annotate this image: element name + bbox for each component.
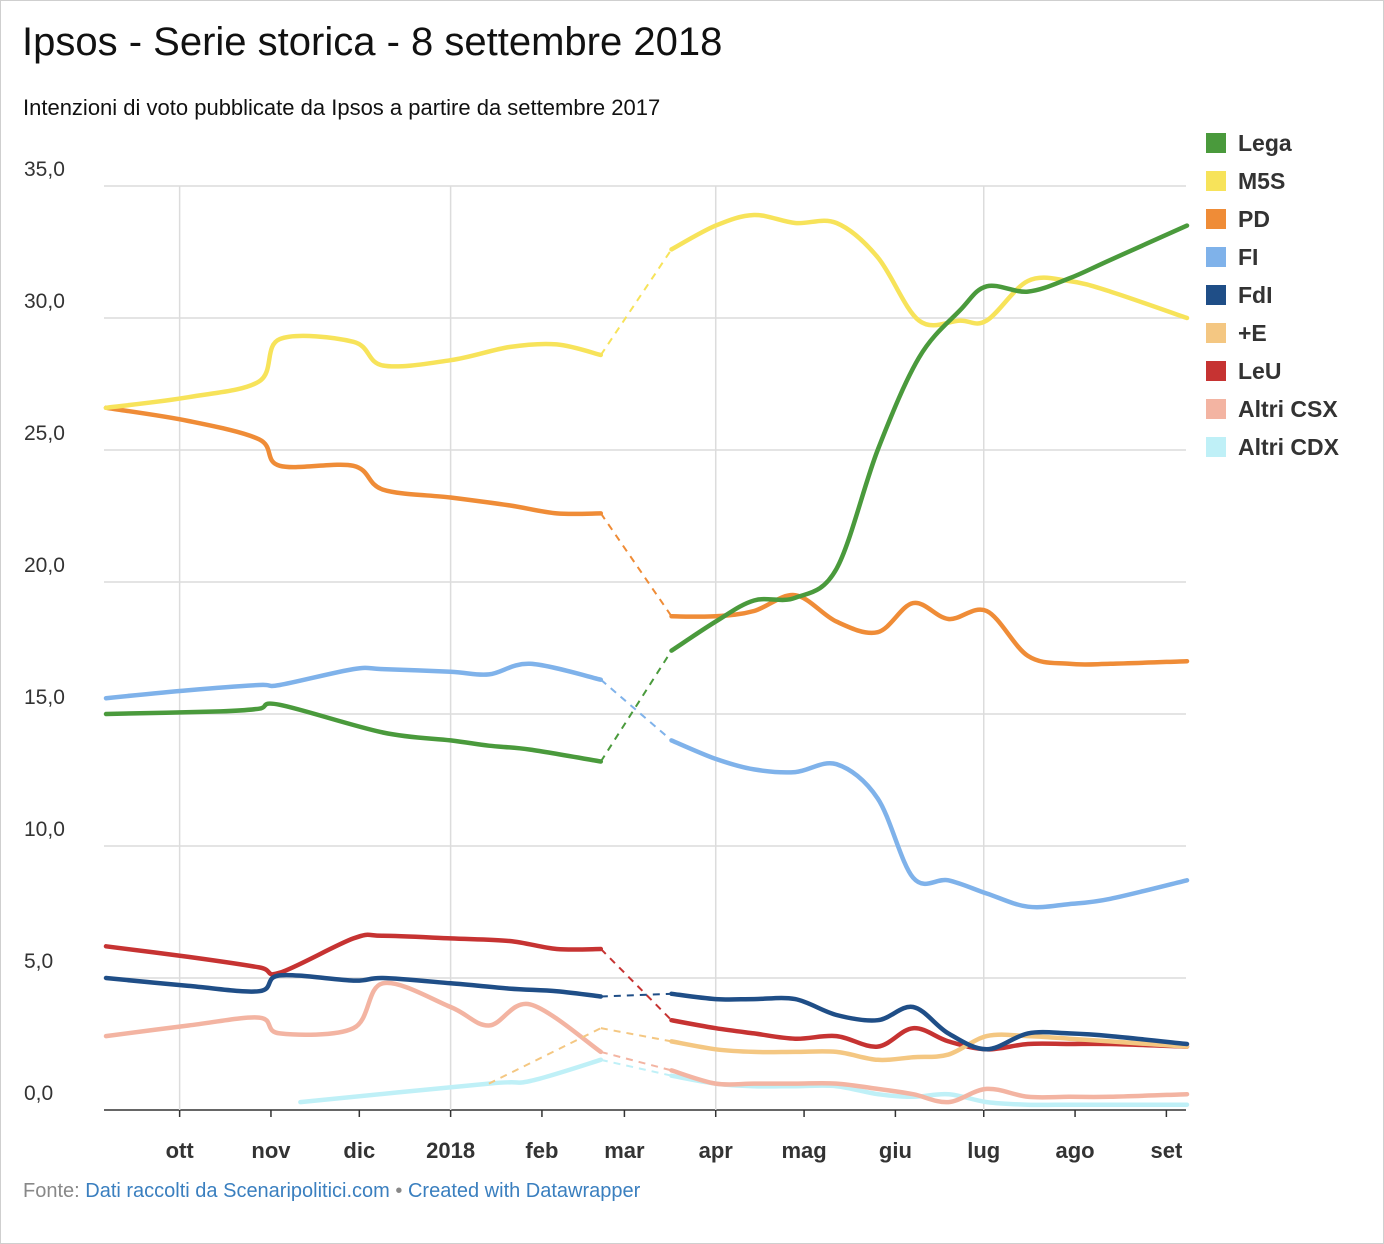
series-line	[103, 701, 604, 764]
legend-swatch	[1206, 247, 1226, 267]
series-leu	[103, 932, 1190, 1052]
legend-label: Altri CSX	[1238, 395, 1338, 422]
series-line	[669, 1032, 1190, 1063]
legend-item: FdI	[1206, 276, 1339, 314]
x-tick-label: giu	[879, 1138, 912, 1163]
source-label: Fonte:	[23, 1180, 80, 1202]
legend-item: PD	[1206, 200, 1339, 238]
gap-connector	[600, 992, 672, 998]
series-line	[103, 972, 604, 999]
legend-item: Altri CDX	[1206, 428, 1339, 466]
x-tick-label: mag	[781, 1138, 826, 1163]
legend-label: Lega	[1238, 129, 1292, 156]
x-tick-label: dic	[343, 1138, 375, 1163]
series-line	[669, 212, 1190, 328]
x-tick-label: set	[1150, 1138, 1182, 1163]
legend-label: FdI	[1238, 281, 1273, 308]
series-line	[103, 333, 604, 411]
series-line	[103, 405, 604, 517]
series-line	[669, 592, 1190, 667]
legend-swatch	[1206, 209, 1226, 229]
legend-item: Altri CSX	[1206, 390, 1339, 428]
chart-title: Ipsos - Serie storica - 8 settembre 2018	[22, 20, 723, 64]
series-altri-csx	[103, 980, 1190, 1105]
legend-item: M5S	[1206, 162, 1339, 200]
y-tick-label: 20,0	[24, 554, 65, 577]
legend-swatch	[1206, 133, 1226, 153]
y-tick-label: 35,0	[24, 158, 65, 181]
series-pd	[103, 405, 1190, 667]
legend-item: LeU	[1206, 352, 1339, 390]
series-line	[669, 738, 1190, 910]
y-tick-label: 5,0	[24, 950, 53, 973]
series-lega	[103, 223, 1190, 764]
y-tick-label: 30,0	[24, 290, 65, 313]
created-with-link[interactable]: Created with Datawrapper	[407, 1180, 641, 1202]
chart-subtitle: Intenzioni di voto pubblicate da Ipsos a…	[23, 95, 661, 120]
series-line	[103, 980, 604, 1055]
legend-swatch	[1206, 437, 1226, 457]
legend: Lega M5S PD FI FdI +E LeU Altri CSX Altri CDX	[1206, 124, 1339, 466]
x-tick-label: 2018	[426, 1138, 475, 1163]
legend-label: LeU	[1238, 357, 1282, 384]
gap-connector	[600, 512, 673, 617]
gap-connector	[600, 1027, 672, 1043]
y-tick-label: 25,0	[24, 422, 65, 445]
legend-label: PD	[1238, 205, 1270, 232]
gap-connector	[600, 248, 673, 356]
series-fdi	[103, 972, 1190, 1052]
series-line	[298, 1057, 604, 1105]
legend-swatch	[1206, 361, 1226, 381]
gap-connector	[600, 650, 673, 763]
legend-swatch	[1206, 171, 1226, 191]
series--e	[488, 1027, 1190, 1085]
legend-swatch	[1206, 285, 1226, 305]
series-line	[669, 1073, 1190, 1108]
series-line	[103, 932, 604, 977]
legend-label: +E	[1238, 319, 1267, 346]
series-line	[103, 661, 604, 701]
legend-swatch	[1206, 399, 1226, 419]
x-tick-label: ott	[166, 1138, 195, 1163]
x-tick-label: nov	[251, 1138, 291, 1163]
x-tick-label: mar	[604, 1138, 645, 1163]
x-tick-label: lug	[967, 1138, 1000, 1163]
footer-separator: •	[395, 1180, 403, 1202]
gap-connector	[600, 948, 673, 1021]
source-link[interactable]: Dati raccolti da Scenaripolitici.com	[85, 1180, 390, 1202]
y-tick-label: 15,0	[24, 686, 65, 709]
legend-label: Altri CDX	[1238, 433, 1339, 460]
x-tick-label: ago	[1056, 1138, 1095, 1163]
legend-label: FI	[1238, 243, 1259, 270]
footer: Fonte: Dati raccolti da Scenaripolitici.…	[23, 1180, 640, 1203]
gap-connector	[600, 678, 673, 742]
gap-connector	[600, 1050, 672, 1072]
gap-connector	[600, 1058, 672, 1077]
series-line	[669, 991, 1190, 1052]
legend-label: M5S	[1238, 167, 1286, 194]
axis-ticks: 0,0 5,0 10,0 15,0 20,0 25,0 30,0 35,0 ott nov dic 2…	[24, 158, 1183, 1163]
gridlines	[104, 185, 1186, 1111]
legend-item: FI	[1206, 238, 1339, 276]
x-tick-label: apr	[699, 1138, 734, 1163]
legend-swatch	[1206, 323, 1226, 343]
y-tick-label: 10,0	[24, 818, 65, 841]
series-m5s	[103, 212, 1190, 411]
y-tick-label: 0,0	[24, 1082, 53, 1105]
series-line	[669, 1068, 1190, 1105]
legend-item: +E	[1206, 314, 1339, 352]
series-line	[669, 223, 1190, 653]
series-altri-cdx	[298, 1057, 1190, 1108]
series-fi	[103, 661, 1190, 910]
series-lines	[103, 212, 1190, 1108]
legend-item: Lega	[1206, 124, 1339, 162]
series-line	[669, 1017, 1190, 1052]
x-tick-label: feb	[525, 1138, 558, 1163]
